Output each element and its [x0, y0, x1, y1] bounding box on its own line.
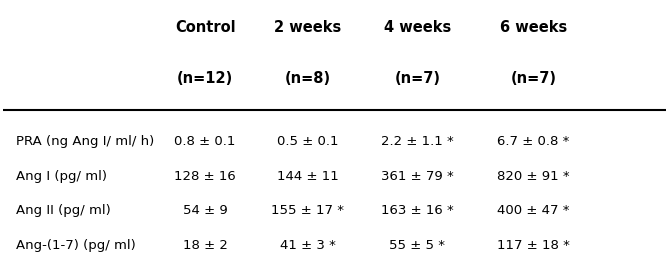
Text: 55 ± 5 *: 55 ± 5 * [389, 239, 446, 252]
Text: Ang II (pg/ ml): Ang II (pg/ ml) [16, 204, 111, 217]
Text: 0.5 ± 0.1: 0.5 ± 0.1 [277, 135, 339, 149]
Text: 117 ± 18 *: 117 ± 18 * [497, 239, 570, 252]
Text: 54 ± 9: 54 ± 9 [183, 204, 227, 217]
Text: Control: Control [175, 21, 235, 36]
Text: 361 ± 79 *: 361 ± 79 * [381, 170, 454, 183]
Text: 144 ± 11: 144 ± 11 [277, 170, 339, 183]
Text: (n=7): (n=7) [510, 71, 557, 86]
Text: 4 weeks: 4 weeks [384, 21, 451, 36]
Text: Ang-(1-7) (pg/ ml): Ang-(1-7) (pg/ ml) [16, 239, 136, 252]
Text: 400 ± 47 *: 400 ± 47 * [497, 204, 570, 217]
Text: 6 weeks: 6 weeks [500, 21, 567, 36]
Text: 6.7 ± 0.8 *: 6.7 ± 0.8 * [497, 135, 570, 149]
Text: Ang I (pg/ ml): Ang I (pg/ ml) [16, 170, 107, 183]
Text: (n=8): (n=8) [285, 71, 331, 86]
Text: PRA (ng Ang I/ ml/ h): PRA (ng Ang I/ ml/ h) [16, 135, 155, 149]
Text: (n=12): (n=12) [177, 71, 233, 86]
Text: 18 ± 2: 18 ± 2 [183, 239, 227, 252]
Text: (n=7): (n=7) [395, 71, 440, 86]
Text: 2.2 ± 1.1 *: 2.2 ± 1.1 * [381, 135, 454, 149]
Text: 2 weeks: 2 weeks [274, 21, 342, 36]
Text: 163 ± 16 *: 163 ± 16 * [381, 204, 454, 217]
Text: 128 ± 16: 128 ± 16 [174, 170, 236, 183]
Text: 41 ± 3 *: 41 ± 3 * [280, 239, 336, 252]
Text: 155 ± 17 *: 155 ± 17 * [272, 204, 345, 217]
Text: 0.8 ± 0.1: 0.8 ± 0.1 [175, 135, 235, 149]
Text: 820 ± 91 *: 820 ± 91 * [497, 170, 570, 183]
